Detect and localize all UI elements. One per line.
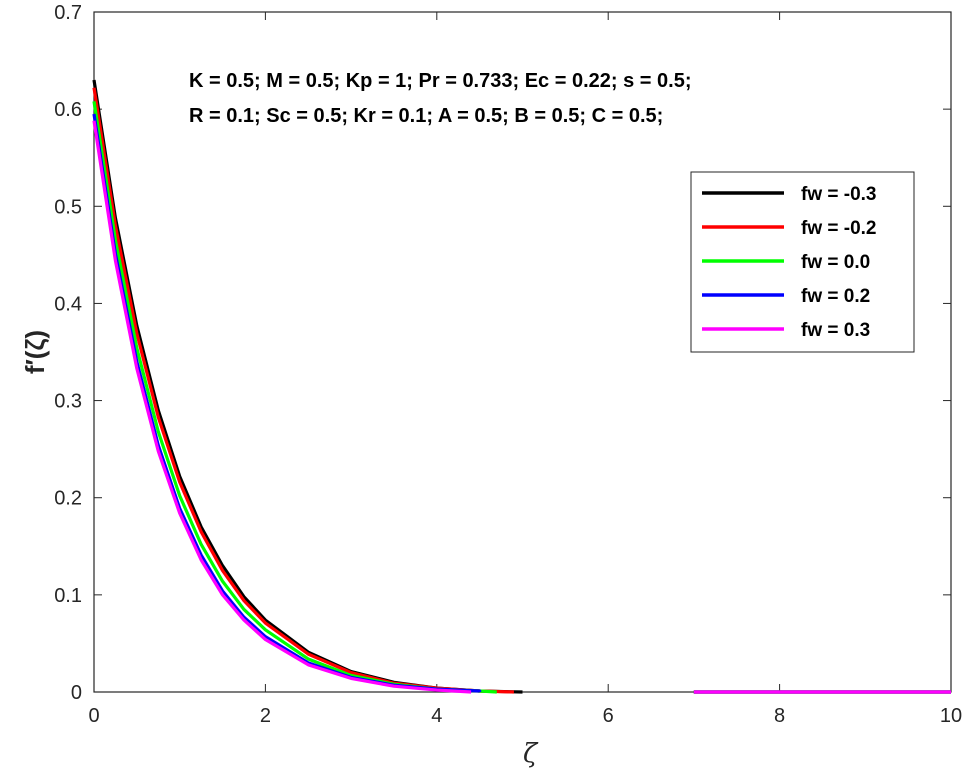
y-tick-label: 0.1	[54, 585, 82, 607]
y-tick-label: 0.2	[54, 488, 82, 510]
annotation-line-2: R = 0.1; Sc = 0.5; Kr = 0.1; A = 0.5; B …	[189, 105, 663, 127]
legend-label: fw = -0.2	[801, 218, 877, 239]
y-tick-label: 0.4	[54, 293, 82, 315]
y-tick-label: 0.6	[54, 99, 82, 121]
x-tick-label: 8	[774, 705, 785, 727]
x-tick-label: 4	[431, 705, 442, 727]
x-tick-label: 10	[940, 705, 962, 727]
annotation-line-1: K = 0.5; M = 0.5; Kp = 1; Pr = 0.733; Ec…	[189, 70, 691, 92]
x-tick-labels: 0 2 4 6 8 10	[88, 705, 962, 727]
series-lines	[92, 79, 951, 694]
x-tick-label: 6	[603, 705, 614, 727]
legend-label: fw = 0.2	[801, 286, 870, 307]
y-tick-labels: 0 0.1 0.2 0.3 0.4 0.5 0.6 0.7	[54, 2, 82, 704]
legend-label: fw = 0.0	[801, 252, 870, 273]
y-tick-label: 0.3	[54, 391, 82, 413]
legend-items: fw = -0.3 fw = -0.2 fw = 0.0 fw = 0.2 fw = 0…	[702, 184, 877, 341]
y-axis-label: f′(ζ)	[20, 330, 50, 374]
legend-label: fw = 0.3	[801, 320, 870, 341]
x-tick-label: 0	[88, 705, 99, 727]
legend-label: fw = -0.3	[801, 184, 877, 205]
y-tick-label: 0.5	[54, 196, 82, 218]
series-line-4	[92, 120, 472, 694]
y-tick-label: 0.7	[54, 2, 82, 24]
x-tick-label: 2	[260, 705, 271, 727]
y-tick-label: 0	[71, 682, 82, 704]
legend: fw = -0.3 fw = -0.2 fw = 0.0 fw = 0.2 fw = 0…	[690, 171, 915, 353]
x-axis-label: ζ	[523, 739, 539, 769]
